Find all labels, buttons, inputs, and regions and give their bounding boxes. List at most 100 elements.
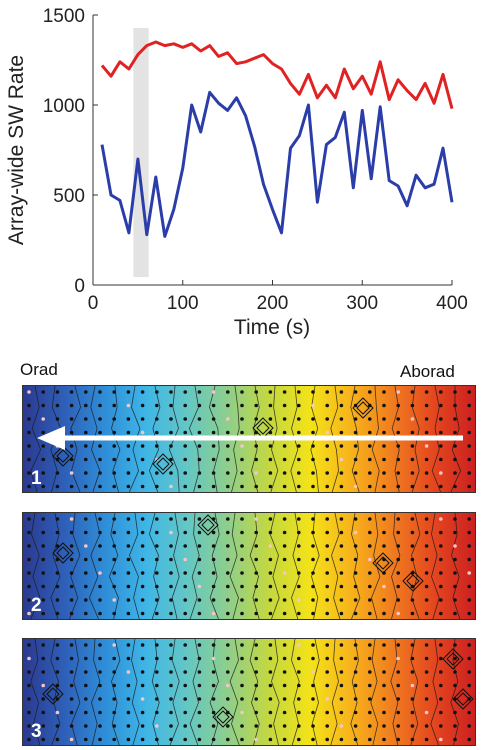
electrode-dot <box>268 417 273 421</box>
contour-peak <box>356 401 370 415</box>
electrode-dot <box>155 471 159 475</box>
electrode-dot <box>396 484 401 489</box>
electrode-dot <box>453 484 457 489</box>
electrode-dot <box>339 457 344 462</box>
contour-line <box>30 386 42 492</box>
electrode-dot <box>140 444 145 448</box>
electrode-dot <box>84 544 88 548</box>
electrode-dot <box>353 390 358 394</box>
electrode-dot <box>211 683 216 688</box>
electrode-dot <box>126 697 131 701</box>
electrode-dot <box>382 530 386 535</box>
electrode-dot <box>27 571 31 575</box>
electrode-dot <box>197 584 202 589</box>
electrode-dot <box>368 430 372 435</box>
electrode-dot <box>126 444 131 448</box>
contour-line <box>249 639 260 745</box>
electrode-dot <box>439 611 443 616</box>
electrode-dot <box>396 598 401 602</box>
electrode-dot <box>325 471 330 475</box>
electrode-dot <box>254 598 258 602</box>
electrode-dot <box>140 710 145 715</box>
electrode-dot <box>424 390 429 394</box>
electrode-dot <box>282 517 287 521</box>
electrode-dot <box>84 643 88 647</box>
electrode-dot <box>84 598 88 602</box>
electrode-dot <box>41 444 45 448</box>
contour-line <box>151 639 160 745</box>
electrode-dot <box>467 471 472 475</box>
electrode-dot <box>126 530 131 535</box>
electrode-dot <box>69 530 74 535</box>
electrode-dot <box>98 457 102 462</box>
electrode-dot <box>453 683 457 688</box>
contour-peak <box>216 710 230 724</box>
electrode-dot <box>282 390 287 394</box>
electrode-dot <box>27 403 31 408</box>
electrode-dot <box>112 390 116 394</box>
electrode-dot <box>226 390 230 394</box>
electrode-dot <box>211 390 216 394</box>
electrode-dot <box>27 557 31 562</box>
electrode-dot <box>396 417 401 421</box>
electrode-dot <box>297 710 301 715</box>
electrode-dot <box>112 670 116 674</box>
electrode-dot <box>467 457 472 462</box>
electrode-dot <box>41 737 45 742</box>
electrode-dot <box>424 403 429 408</box>
electrode-dot <box>226 484 230 489</box>
electrode-dot <box>140 656 145 661</box>
electrode-dot <box>140 530 145 535</box>
electrode-dot <box>268 683 273 688</box>
electrode-dot <box>410 457 415 462</box>
electrode-dot <box>169 584 173 589</box>
electrode-dot <box>453 643 457 647</box>
electrode-dot <box>140 403 145 408</box>
electrode-dot <box>183 710 187 715</box>
electrode-dot <box>268 643 273 647</box>
electrode-dot <box>211 430 216 435</box>
electrode-dot <box>41 584 45 589</box>
electrode-dot <box>254 444 258 448</box>
electrode-dot <box>55 670 60 674</box>
electrode-dot <box>254 530 258 535</box>
y-tick-label: 500 <box>53 186 85 207</box>
electrode-dot <box>197 598 202 602</box>
electrode-dot <box>325 417 330 421</box>
electrode-dot <box>282 471 287 475</box>
electrode-dot <box>98 643 102 647</box>
electrode-dot <box>27 598 31 602</box>
electrode-dot <box>410 710 415 715</box>
electrode-dot <box>169 697 173 701</box>
contour-peak <box>156 457 170 471</box>
electrode-dot <box>325 444 330 448</box>
electrode-dot <box>98 484 102 489</box>
electrode-dot <box>197 544 202 548</box>
electrode-dot <box>126 471 131 475</box>
electrode-dot <box>439 484 443 489</box>
electrode-dot <box>368 724 372 728</box>
electrode-dot <box>424 544 429 548</box>
electrode-dot <box>268 457 273 462</box>
contour-peak <box>372 552 394 574</box>
contour-peak <box>376 556 390 570</box>
electrode-dot <box>439 457 443 462</box>
electrode-dot <box>382 390 386 394</box>
electrode-dot <box>311 544 315 548</box>
electrode-dot <box>84 484 88 489</box>
electrode-dot <box>282 584 287 589</box>
electrode-dot <box>140 584 145 589</box>
electrode-dot <box>155 737 159 742</box>
contour-peak <box>212 706 234 728</box>
electrode-dot <box>69 643 74 647</box>
electrode-dot <box>353 737 358 742</box>
electrode-dot <box>226 530 230 535</box>
electrode-dot <box>226 737 230 742</box>
electrode-dot <box>55 611 60 616</box>
electrode-dot <box>467 710 472 715</box>
electrode-dot <box>368 417 372 421</box>
electrode-dot <box>368 457 372 462</box>
electrode-dot <box>311 670 315 674</box>
contour-line <box>209 513 220 619</box>
electrode-dot <box>126 517 131 521</box>
